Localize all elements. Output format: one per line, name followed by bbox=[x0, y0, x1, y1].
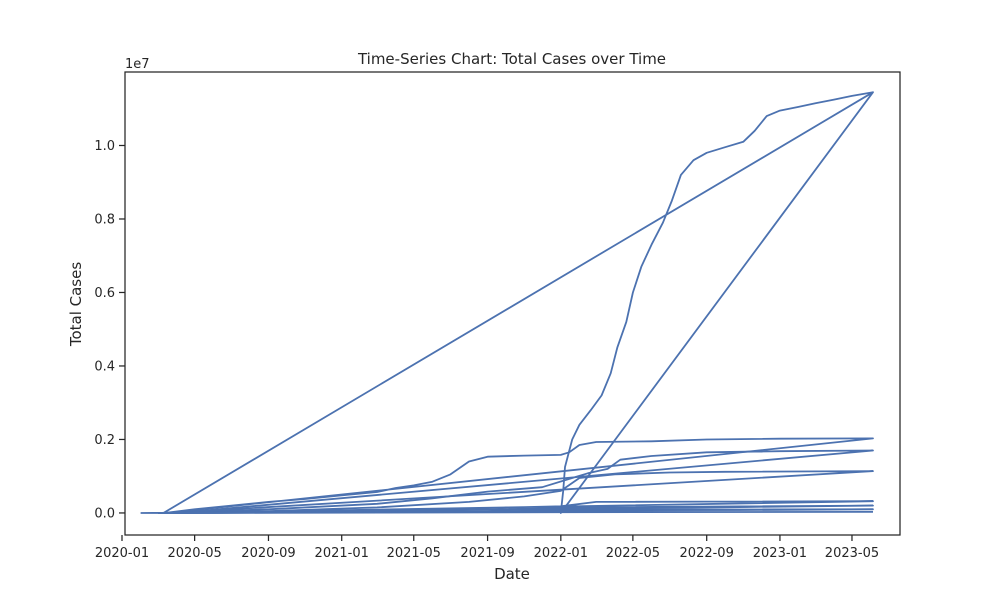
x-tick-label: 2020-01 bbox=[95, 546, 149, 561]
y-axis-ticks: 0.0 0.2 0.4 0.6 0.8 1.0 bbox=[94, 139, 125, 521]
y-tick-label: 0.6 bbox=[94, 286, 115, 301]
x-tick-label: 2021-09 bbox=[460, 546, 514, 561]
x-tick-label: 2022-09 bbox=[680, 546, 734, 561]
plot-frame bbox=[124, 71, 901, 536]
series-line-3 bbox=[157, 449, 874, 514]
x-tick-label: 2021-01 bbox=[315, 546, 369, 561]
series-line-2 bbox=[140, 437, 874, 514]
x-axis-ticks: 2020-01 2020-05 2020-09 2021-01 2021-05 2021-… bbox=[95, 535, 879, 561]
series-line-8 bbox=[157, 510, 874, 514]
x-tick-label: 2023-01 bbox=[753, 546, 807, 561]
y-tick-label: 0.8 bbox=[94, 212, 115, 227]
x-tick-label: 2023-05 bbox=[825, 546, 879, 561]
series-line-1 bbox=[162, 91, 874, 514]
y-tick-label: 0.4 bbox=[94, 359, 115, 374]
y-tick-label: 1.0 bbox=[94, 139, 115, 154]
chart-title: Time-Series Chart: Total Cases over Time bbox=[357, 50, 666, 68]
y-tick-label: 0.0 bbox=[94, 506, 115, 521]
y-offset-text: 1e7 bbox=[125, 57, 150, 72]
x-tick-label: 2022-05 bbox=[606, 546, 660, 561]
y-tick-label: 0.2 bbox=[94, 433, 115, 448]
x-tick-label: 2020-05 bbox=[167, 546, 221, 561]
x-tick-label: 2020-09 bbox=[241, 546, 295, 561]
series-line-4 bbox=[157, 470, 874, 514]
series-lines bbox=[140, 91, 874, 514]
x-tick-label: 2022-01 bbox=[534, 546, 588, 561]
y-axis-label: Total Cases bbox=[67, 262, 85, 348]
x-tick-label: 2021-05 bbox=[387, 546, 441, 561]
x-axis-label: Date bbox=[494, 565, 530, 583]
